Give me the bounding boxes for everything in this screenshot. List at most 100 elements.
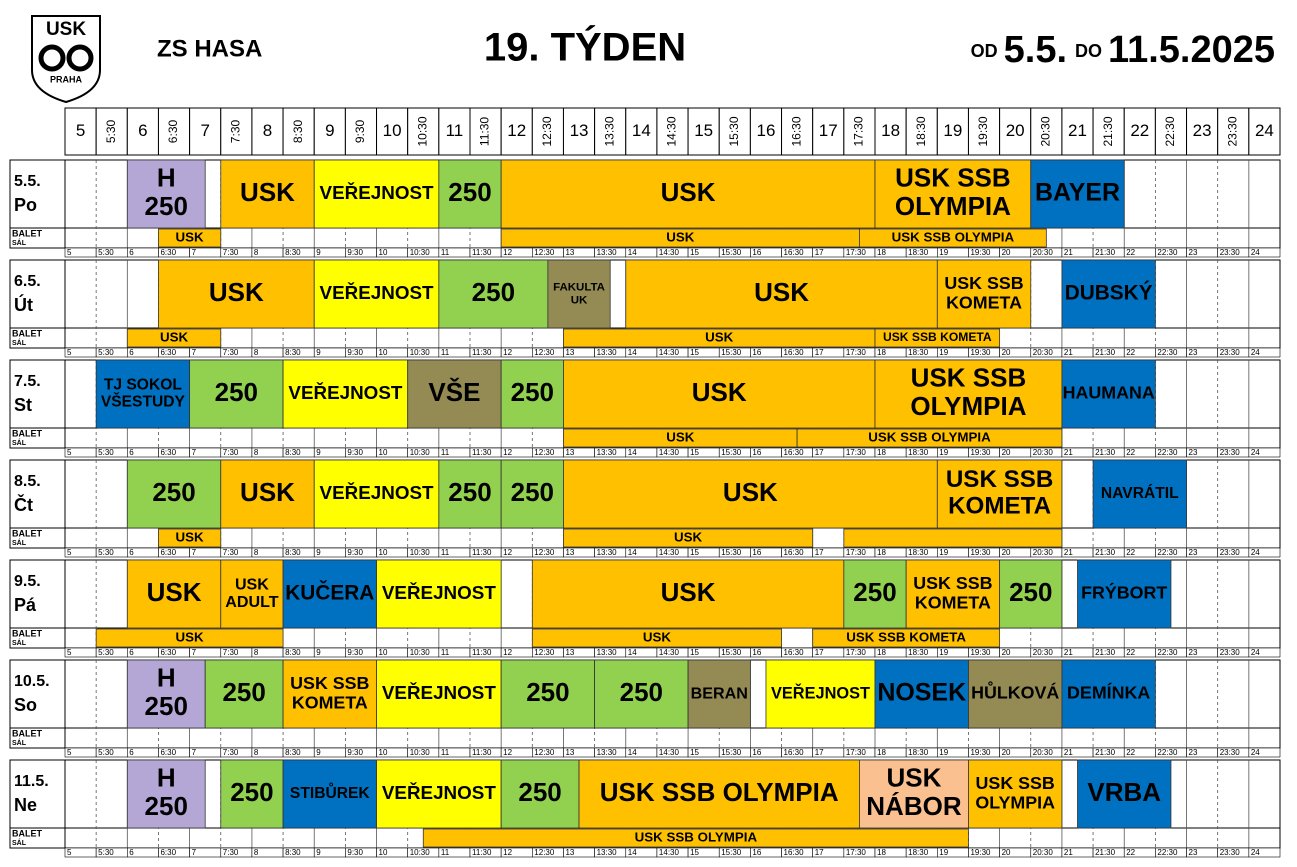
event (999, 559, 1063, 629)
week-title: 19. TÝDEN (484, 24, 686, 70)
time-strip-label: 16:30 (784, 548, 805, 557)
event-label: BERAN (691, 684, 748, 702)
time-strip-label: 7 (192, 448, 197, 457)
event-label: TJ SOKOL (104, 377, 183, 394)
time-header-label: 22 (1130, 121, 1149, 140)
event (313, 459, 440, 529)
time-strip-label: 20 (1002, 248, 1011, 257)
time-strip-label: 24 (1251, 848, 1260, 857)
time-strip-label: 13 (565, 248, 574, 257)
time-strip-label: 22:30 (1157, 648, 1178, 657)
time-strip-label: 21:30 (1095, 448, 1116, 457)
time-strip-label: 19:30 (970, 848, 991, 857)
time-strip-cell (1248, 247, 1281, 258)
time-strip-label: 17:30 (846, 848, 867, 857)
time-strip-label: 23 (1189, 748, 1198, 757)
event (438, 459, 502, 529)
time-header-label: 18:30 (914, 116, 928, 146)
time-header-label: 11:30 (478, 117, 492, 146)
time-strip-cell (1248, 647, 1281, 658)
balet-event (874, 328, 1001, 348)
time-strip-label: 18 (877, 248, 886, 257)
to-date: 11.5.2025 (1108, 29, 1275, 71)
time-header-label: 16:30 (789, 116, 803, 146)
event-label: VEŘEJNOST (320, 182, 434, 203)
event-label: 250 (526, 677, 569, 707)
time-strip-label: 18:30 (908, 848, 929, 857)
event-label: KOMETA (292, 693, 368, 713)
time-strip-label: 6 (129, 548, 134, 557)
time-header-cell (1092, 107, 1125, 156)
time-strip-label: 14:30 (659, 748, 680, 757)
time-strip-label: 10 (379, 348, 388, 357)
time-strip-label: 16:30 (784, 848, 805, 857)
time-strip-label: 7:30 (223, 548, 239, 557)
day-name: Út (14, 294, 33, 315)
balet-label: BALET (12, 528, 42, 538)
time-strip-label: 15:30 (721, 548, 742, 557)
time-strip-label: 18:30 (908, 248, 929, 257)
time-strip-label: 15:30 (721, 448, 742, 457)
time-strip-label: 8:30 (285, 248, 301, 257)
time-strip-label: 17 (815, 648, 824, 657)
event (438, 159, 502, 229)
event (282, 559, 377, 629)
time-strip-label: 15 (690, 548, 699, 557)
time-strip-label: 5:30 (98, 648, 114, 657)
balet-event-label: USK (176, 530, 205, 545)
event-label: KUČERA (285, 581, 374, 605)
event (407, 359, 502, 429)
balet-event (563, 528, 814, 548)
event-label: VEŘEJNOST (382, 682, 496, 703)
time-strip-label: 23 (1189, 848, 1198, 857)
time-strip-label: 5 (67, 248, 72, 257)
event-label: USK (754, 277, 809, 307)
event-label: 250 (448, 177, 491, 207)
event-label: 250 (152, 477, 195, 507)
time-strip-label: 9:30 (347, 648, 363, 657)
time-strip-label: 23:30 (1220, 448, 1241, 457)
time-strip-label: 23 (1189, 548, 1198, 557)
time-strip-label: 22 (1126, 348, 1135, 357)
time-header-cell (313, 107, 346, 156)
event-label: 250 (145, 691, 188, 721)
logo-eye (66, 44, 94, 72)
time-header-label: 12 (507, 121, 526, 140)
time-strip-label: 18:30 (908, 748, 929, 757)
day-name: Pá (14, 595, 37, 615)
time-strip-label: 9 (316, 848, 321, 857)
day-cell (9, 759, 66, 829)
time-header-label: 7 (200, 121, 209, 140)
time-header-cell (500, 107, 533, 156)
time-strip-label: 14:30 (659, 848, 680, 857)
time-strip-label: 5 (67, 348, 72, 357)
time-header-label: 20:30 (1039, 116, 1053, 146)
time-strip-label: 9 (316, 248, 321, 257)
time-strip-label: 13:30 (597, 548, 618, 557)
event (500, 459, 564, 529)
day-name: So (14, 695, 37, 715)
event (1077, 559, 1172, 629)
balet-event-label: USK (176, 230, 205, 245)
time-strip-cell (1248, 847, 1281, 858)
time-header-label: 12:30 (540, 116, 554, 146)
time-strip-label: 21 (1064, 348, 1073, 357)
time-strip-label: 12 (503, 648, 512, 657)
time-strip-label: 13:30 (597, 848, 618, 857)
balet-label: SÁL (12, 638, 27, 647)
time-strip-label: 20:30 (1033, 248, 1054, 257)
day-date: 7.5. (14, 373, 41, 390)
event (843, 559, 907, 629)
event (1061, 259, 1156, 329)
time-strip-label: 6 (129, 648, 134, 657)
time-strip-label: 15 (690, 248, 699, 257)
time-strip-label: 14:30 (659, 648, 680, 657)
time-strip-label: 12:30 (534, 748, 555, 757)
time-strip-label: 8 (254, 448, 259, 457)
time-strip-label: 14 (628, 548, 637, 557)
time-strip-label: 22:30 (1157, 448, 1178, 457)
time-strip-label: 12:30 (534, 848, 555, 857)
time-strip-label: 24 (1251, 548, 1260, 557)
time-strip-label: 20 (1002, 548, 1011, 557)
